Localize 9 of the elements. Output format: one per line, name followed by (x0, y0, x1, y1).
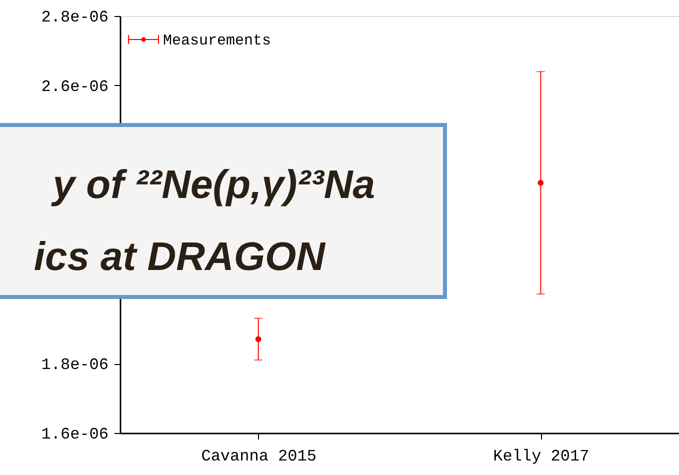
annotation: ics at DRAGON (34, 235, 326, 279)
x-tick-label: Cavanna 2015 (201, 448, 316, 466)
y-tick-label: 1.8e-06 (41, 356, 108, 374)
y-tick-label: 2.6e-06 (41, 78, 108, 96)
legend-label: Measurements (163, 32, 272, 50)
annotation: y of ²²Ne(p,γ)²³Na (50, 163, 375, 207)
y-tick-label: 1.6e-06 (41, 426, 108, 444)
y-tick-label: 2.8e-06 (41, 8, 108, 26)
x-tick-label: Kelly 2017 (493, 448, 590, 466)
